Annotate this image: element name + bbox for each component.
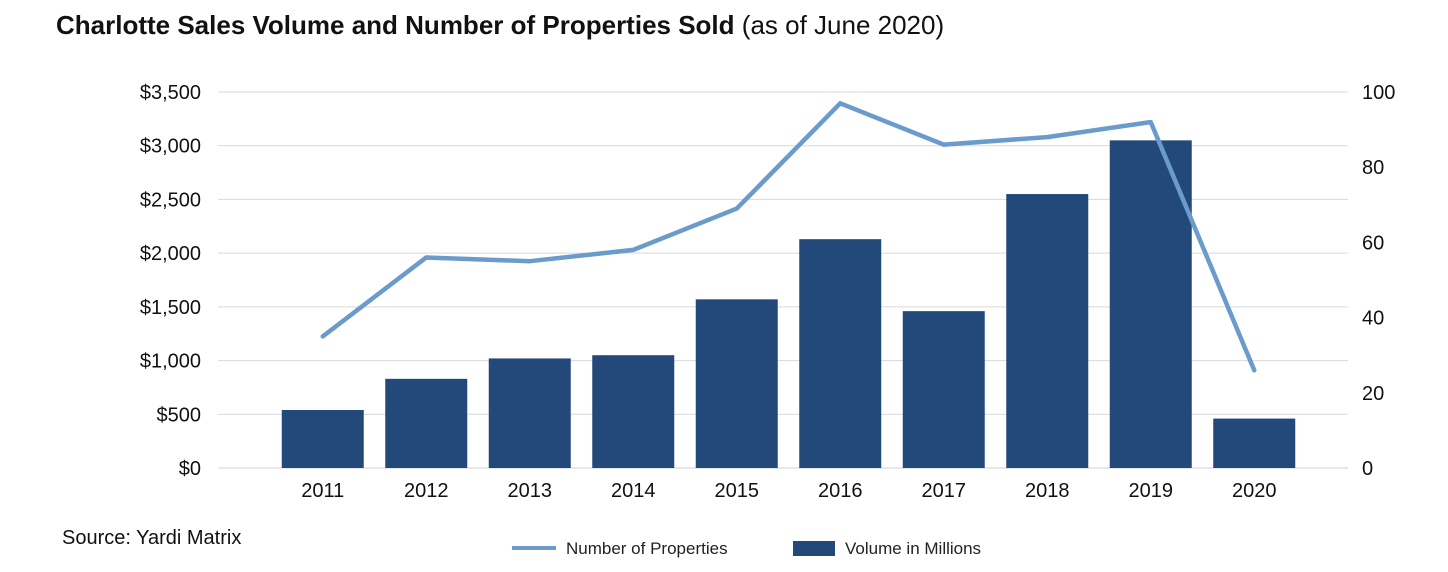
bar [1006,194,1089,469]
chart-title-main: Charlotte Sales Volume and Number of Pro… [56,10,735,40]
y-left-tick-label: $2,500 [140,189,201,211]
bar [385,378,468,468]
x-tick-label: 2017 [922,480,967,502]
line-point [527,259,532,264]
bar [281,409,364,468]
y-left-tick-label: $3,000 [140,136,201,158]
y-right-tick-label: 20 [1362,383,1384,405]
line-point [631,247,636,252]
y-left-tick-label: $1,000 [140,351,201,373]
y-right-tick-label: 80 [1362,157,1384,179]
y-right-tick-label: 40 [1362,308,1384,330]
line-point [1045,135,1050,140]
y-left-tick-label: $1,500 [140,297,201,319]
bar [799,239,882,468]
line-point [1148,120,1153,125]
line-point [320,334,325,339]
legend-label-volume-in-millions: Volume in Millions [845,539,981,558]
series-line-number-of-properties [320,101,1257,373]
legend-label-number-of-properties: Number of Properties [566,539,728,558]
x-tick-label: 2013 [508,480,553,502]
chart-title-sub: (as of June 2020) [741,10,945,40]
x-tick-label: 2012 [404,480,449,502]
bar [1213,418,1296,468]
line-point [838,101,843,106]
x-tick-label: 2015 [715,480,760,502]
x-tick-label: 2020 [1232,480,1277,502]
source-note: Source: Yardi Matrix [62,527,242,549]
bar [902,311,985,468]
bar [592,355,675,468]
y-right-tick-label: 100 [1362,82,1395,104]
bar [695,299,778,468]
bar [488,358,571,468]
y-left-tick-label: $3,500 [140,82,201,104]
line-point [941,142,946,147]
x-tick-label: 2019 [1129,480,1174,502]
legend-bar-swatch [793,541,835,556]
bar [1109,140,1192,469]
x-tick-label: 2014 [611,480,656,502]
y-right-tick-label: 60 [1362,232,1384,254]
y-right-tick-label: 0 [1362,458,1373,480]
x-tick-label: 2011 [301,480,344,502]
line-point [734,206,739,211]
y-left-tick-label: $2,000 [140,243,201,265]
line-point [424,255,429,260]
x-tick-label: 2016 [818,480,863,502]
y-left-tick-label: $500 [157,404,202,426]
x-tick-label: 2018 [1025,480,1070,502]
chart-title: Charlotte Sales Volume and Number of Pro… [56,10,944,41]
line-point [1252,368,1257,373]
y-left-tick-label: $0 [179,458,201,480]
